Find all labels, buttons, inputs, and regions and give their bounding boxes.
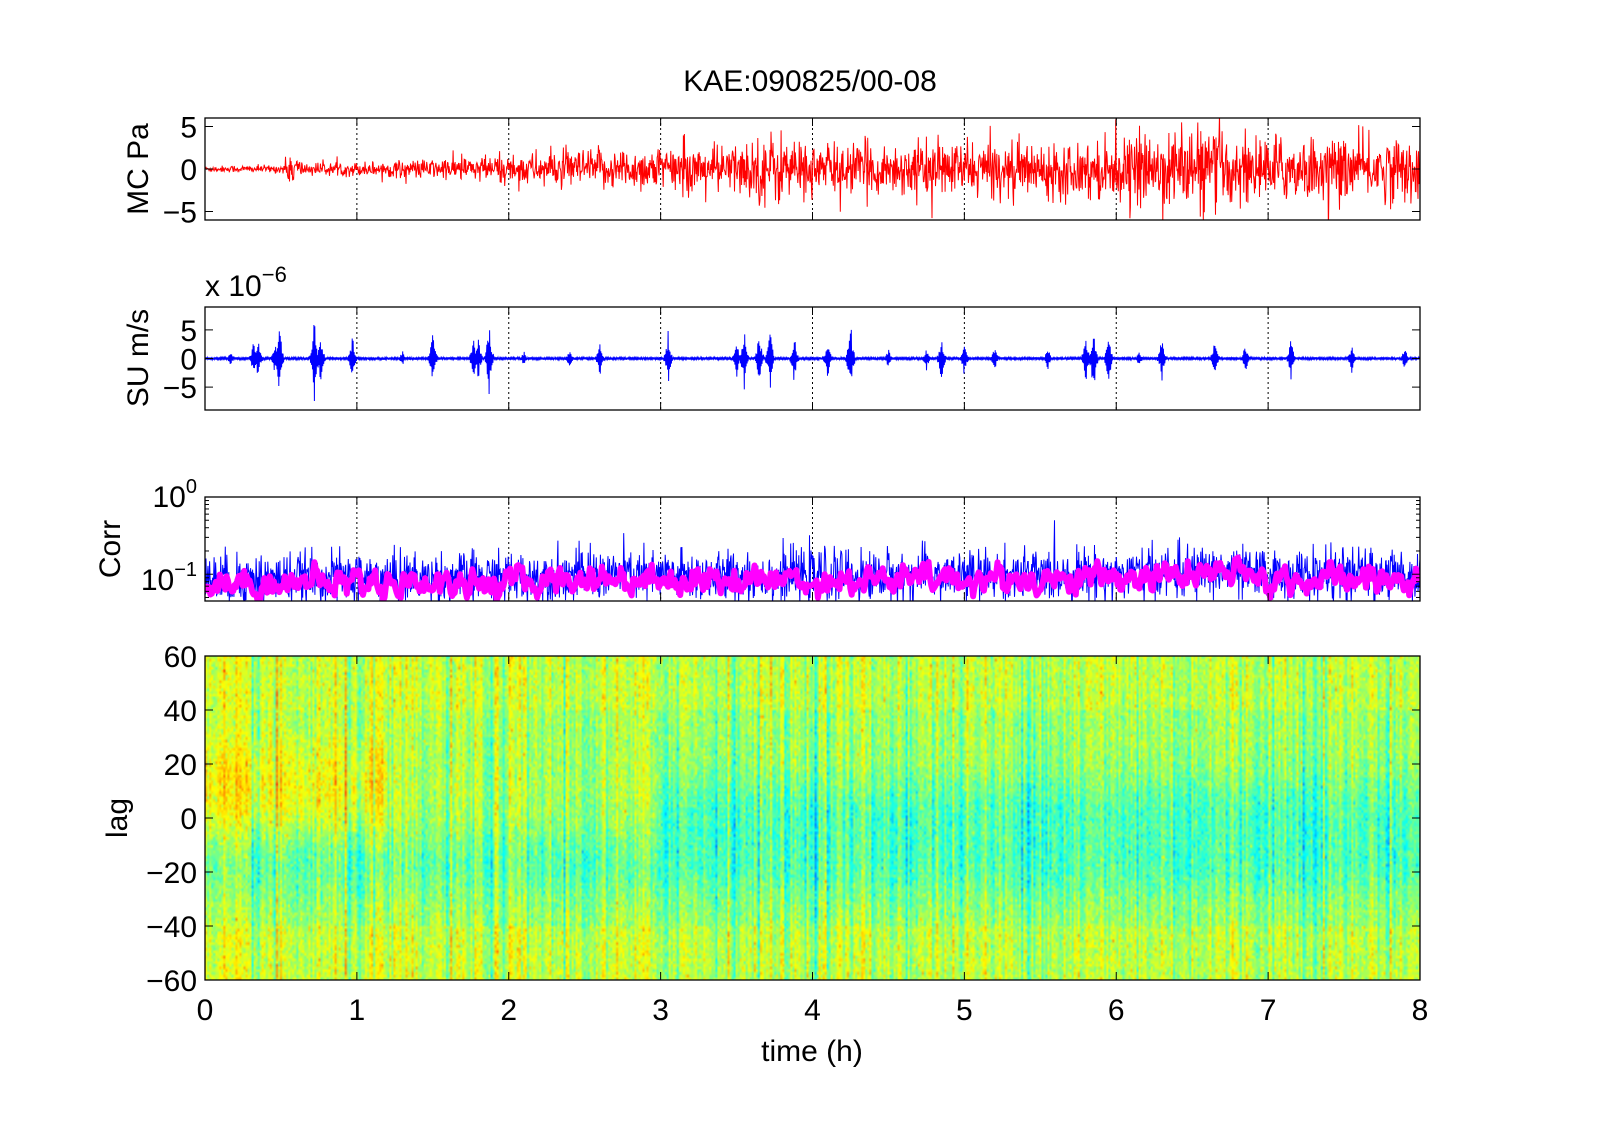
y-tick-label: −5 xyxy=(163,372,197,405)
lag-heatmap xyxy=(205,656,1420,980)
corr-ytick-low-exp: −1 xyxy=(174,559,197,581)
su-y-ticks: 50−5 xyxy=(163,315,1420,405)
corr-ytick-low: 10−1 xyxy=(141,559,197,597)
x-tick-label: 5 xyxy=(956,994,973,1027)
y-tick-label: 0 xyxy=(180,154,197,187)
su-scale-base: x 10 xyxy=(205,270,262,303)
corr-y-axis-label: Corr xyxy=(94,520,127,578)
mc-y-ticks: 5 0 −5 xyxy=(163,112,1420,230)
su-y-axis-label: SU m/s xyxy=(122,309,155,407)
y-tick-label: 60 xyxy=(164,641,197,674)
x-tick-label: 6 xyxy=(1108,994,1125,1027)
mc-panel: 5 0 −5 MC Pa xyxy=(122,112,1421,230)
x-tick-label: 2 xyxy=(500,994,517,1027)
chart-title: KAE:090825/00-08 xyxy=(683,65,937,98)
corr-traces xyxy=(205,520,1420,601)
corr-smoothed-line xyxy=(205,554,1420,601)
x-tick-label: 4 xyxy=(804,994,821,1027)
lag-y-axis-label: lag xyxy=(101,798,134,838)
x-axis-label: time (h) xyxy=(761,1035,863,1068)
x-tick-label: 1 xyxy=(349,994,366,1027)
y-tick-label: −40 xyxy=(146,911,197,944)
corr-panel: 100 10−1 Corr xyxy=(94,476,1421,602)
corr-ytick-top-base: 10 xyxy=(153,481,186,514)
y-tick-label: −60 xyxy=(146,965,197,998)
y-tick-label: −5 xyxy=(163,197,197,230)
su-scale-exponent: −6 xyxy=(262,262,287,287)
time-x-ticks: 0 1 2 3 4 5 6 7 8 xyxy=(197,118,1429,1027)
mc-y-axis-label: MC Pa xyxy=(122,123,155,215)
mc-series-line xyxy=(205,118,1420,220)
corr-minor-ticks xyxy=(205,496,1420,598)
su-series-line xyxy=(205,324,1420,402)
su-scale-factor: x 10−6 xyxy=(205,262,287,303)
y-tick-label: 40 xyxy=(164,695,197,728)
corr-raw-line xyxy=(205,520,1420,601)
lag-y-ticks: 60 40 20 0 −20 −40 −60 xyxy=(146,641,1420,998)
su-panel: 50−5 SU m/s x 10−6 xyxy=(122,262,1421,411)
corr-ytick-low-base: 10 xyxy=(141,564,174,597)
x-tick-label: 7 xyxy=(1260,994,1277,1027)
y-tick-label: 5 xyxy=(180,112,197,145)
y-tick-label: 5 xyxy=(180,315,197,348)
x-tick-label: 8 xyxy=(1412,994,1429,1027)
x-tick-label: 3 xyxy=(652,994,669,1027)
y-tick-label: 0 xyxy=(180,344,197,377)
x-tick-label: 0 xyxy=(197,994,214,1027)
corr-ytick-top: 100 xyxy=(153,476,198,514)
y-tick-label: 20 xyxy=(164,749,197,782)
corr-ytick-top-exp: 0 xyxy=(186,476,197,498)
su-velocity-trace xyxy=(205,324,1420,402)
y-tick-label: −20 xyxy=(146,857,197,890)
y-tick-label: 0 xyxy=(180,803,197,836)
mc-pressure-trace xyxy=(205,118,1420,220)
